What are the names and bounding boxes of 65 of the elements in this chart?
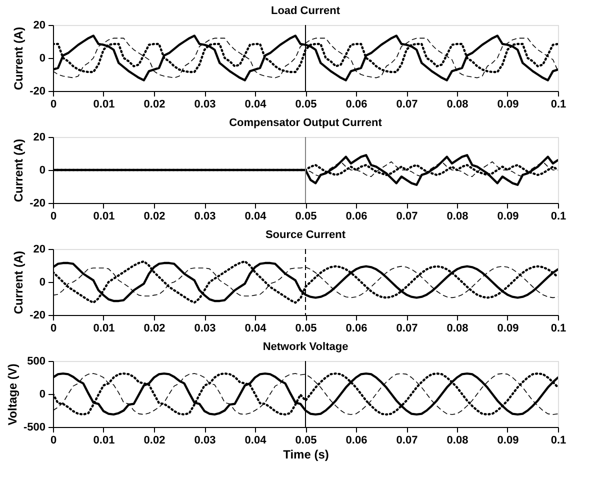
x-tick-label: 0.05 — [295, 434, 317, 446]
x-tick-label: 0 — [50, 98, 57, 110]
x-tick-label: 0.1 — [550, 322, 566, 334]
x-tick-label: 0 — [50, 210, 57, 222]
x-tick-label: 0.1 — [550, 98, 566, 110]
y-axis-title: Current (A) — [12, 138, 26, 202]
x-tick-label: 0.02 — [144, 210, 166, 222]
x-tick-label: 0 — [50, 434, 57, 446]
y-tick-label: 20 — [33, 132, 46, 144]
x-tick-label: 0.07 — [396, 322, 418, 334]
x-tick-label: 0.05 — [295, 322, 317, 334]
chart-title: Network Voltage — [262, 341, 348, 353]
x-tick-label: 0.01 — [93, 210, 115, 222]
x-tick-label: 0.02 — [144, 434, 166, 446]
y-tick-label: -20 — [30, 198, 46, 210]
x-tick-label: 0.05 — [295, 210, 317, 222]
x-tick-label: 0.06 — [346, 322, 368, 334]
y-tick-label: 20 — [33, 244, 46, 256]
x-tick-label: 0.08 — [446, 210, 468, 222]
x-tick-label: 0.08 — [446, 322, 468, 334]
x-tick-label: 0.04 — [244, 98, 268, 110]
x-tick-label: 0.05 — [295, 98, 317, 110]
x-tick-label: 0.07 — [396, 210, 418, 222]
x-tick-label: 0.09 — [497, 434, 519, 446]
x-tick-label: 0.06 — [346, 434, 368, 446]
x-tick-label: 0.04 — [244, 210, 268, 222]
x-tick-label: 0.08 — [446, 98, 468, 110]
x-tick-label: 0.09 — [497, 210, 519, 222]
chart-title: Load Current — [270, 5, 340, 17]
y-tick-label: 0 — [39, 52, 46, 64]
chart-title: Compensator Output Current — [229, 117, 382, 129]
x-tick-label: 0.09 — [497, 98, 519, 110]
y-axis-title: Current (A) — [12, 26, 26, 90]
x-tick-label: 0.1 — [550, 434, 566, 446]
x-tick-label: 0.1 — [550, 210, 566, 222]
y-tick-label: -20 — [30, 310, 46, 322]
x-tick-label: 0.03 — [194, 210, 216, 222]
y-tick-label: 0 — [39, 164, 46, 176]
x-tick-label: 0.02 — [144, 98, 166, 110]
x-tick-label: 0.07 — [396, 98, 418, 110]
x-tick-label: 0.01 — [93, 98, 115, 110]
x-tick-label: 0.06 — [346, 210, 368, 222]
x-tick-label: 0.06 — [346, 98, 368, 110]
y-tick-label: -20 — [30, 86, 46, 98]
x-axis-title: Time (s) — [283, 448, 329, 462]
x-tick-label: 0.01 — [93, 434, 115, 446]
x-tick-label: 0.04 — [244, 434, 268, 446]
x-tick-label: 0.08 — [446, 434, 468, 446]
x-tick-label: 0.09 — [497, 322, 519, 334]
x-tick-label: 0.03 — [194, 322, 216, 334]
y-tick-label: -500 — [23, 422, 46, 434]
x-tick-label: 0.03 — [194, 434, 216, 446]
y-tick-label: 20 — [33, 20, 46, 32]
x-tick-label: 0.07 — [396, 434, 418, 446]
x-tick-label: 0.02 — [144, 322, 166, 334]
x-tick-label: 0.03 — [194, 98, 216, 110]
x-tick-label: 0 — [50, 322, 57, 334]
y-axis-title: Current (A) — [12, 250, 26, 314]
x-tick-label: 0.04 — [244, 322, 268, 334]
y-tick-label: 0 — [39, 276, 46, 288]
y-axis-title: Voltage (V) — [5, 364, 20, 426]
y-tick-label: 0 — [39, 388, 46, 400]
chart-title: Source Current — [265, 229, 346, 241]
y-tick-label: 500 — [27, 356, 46, 368]
x-tick-label: 0.01 — [93, 322, 115, 334]
